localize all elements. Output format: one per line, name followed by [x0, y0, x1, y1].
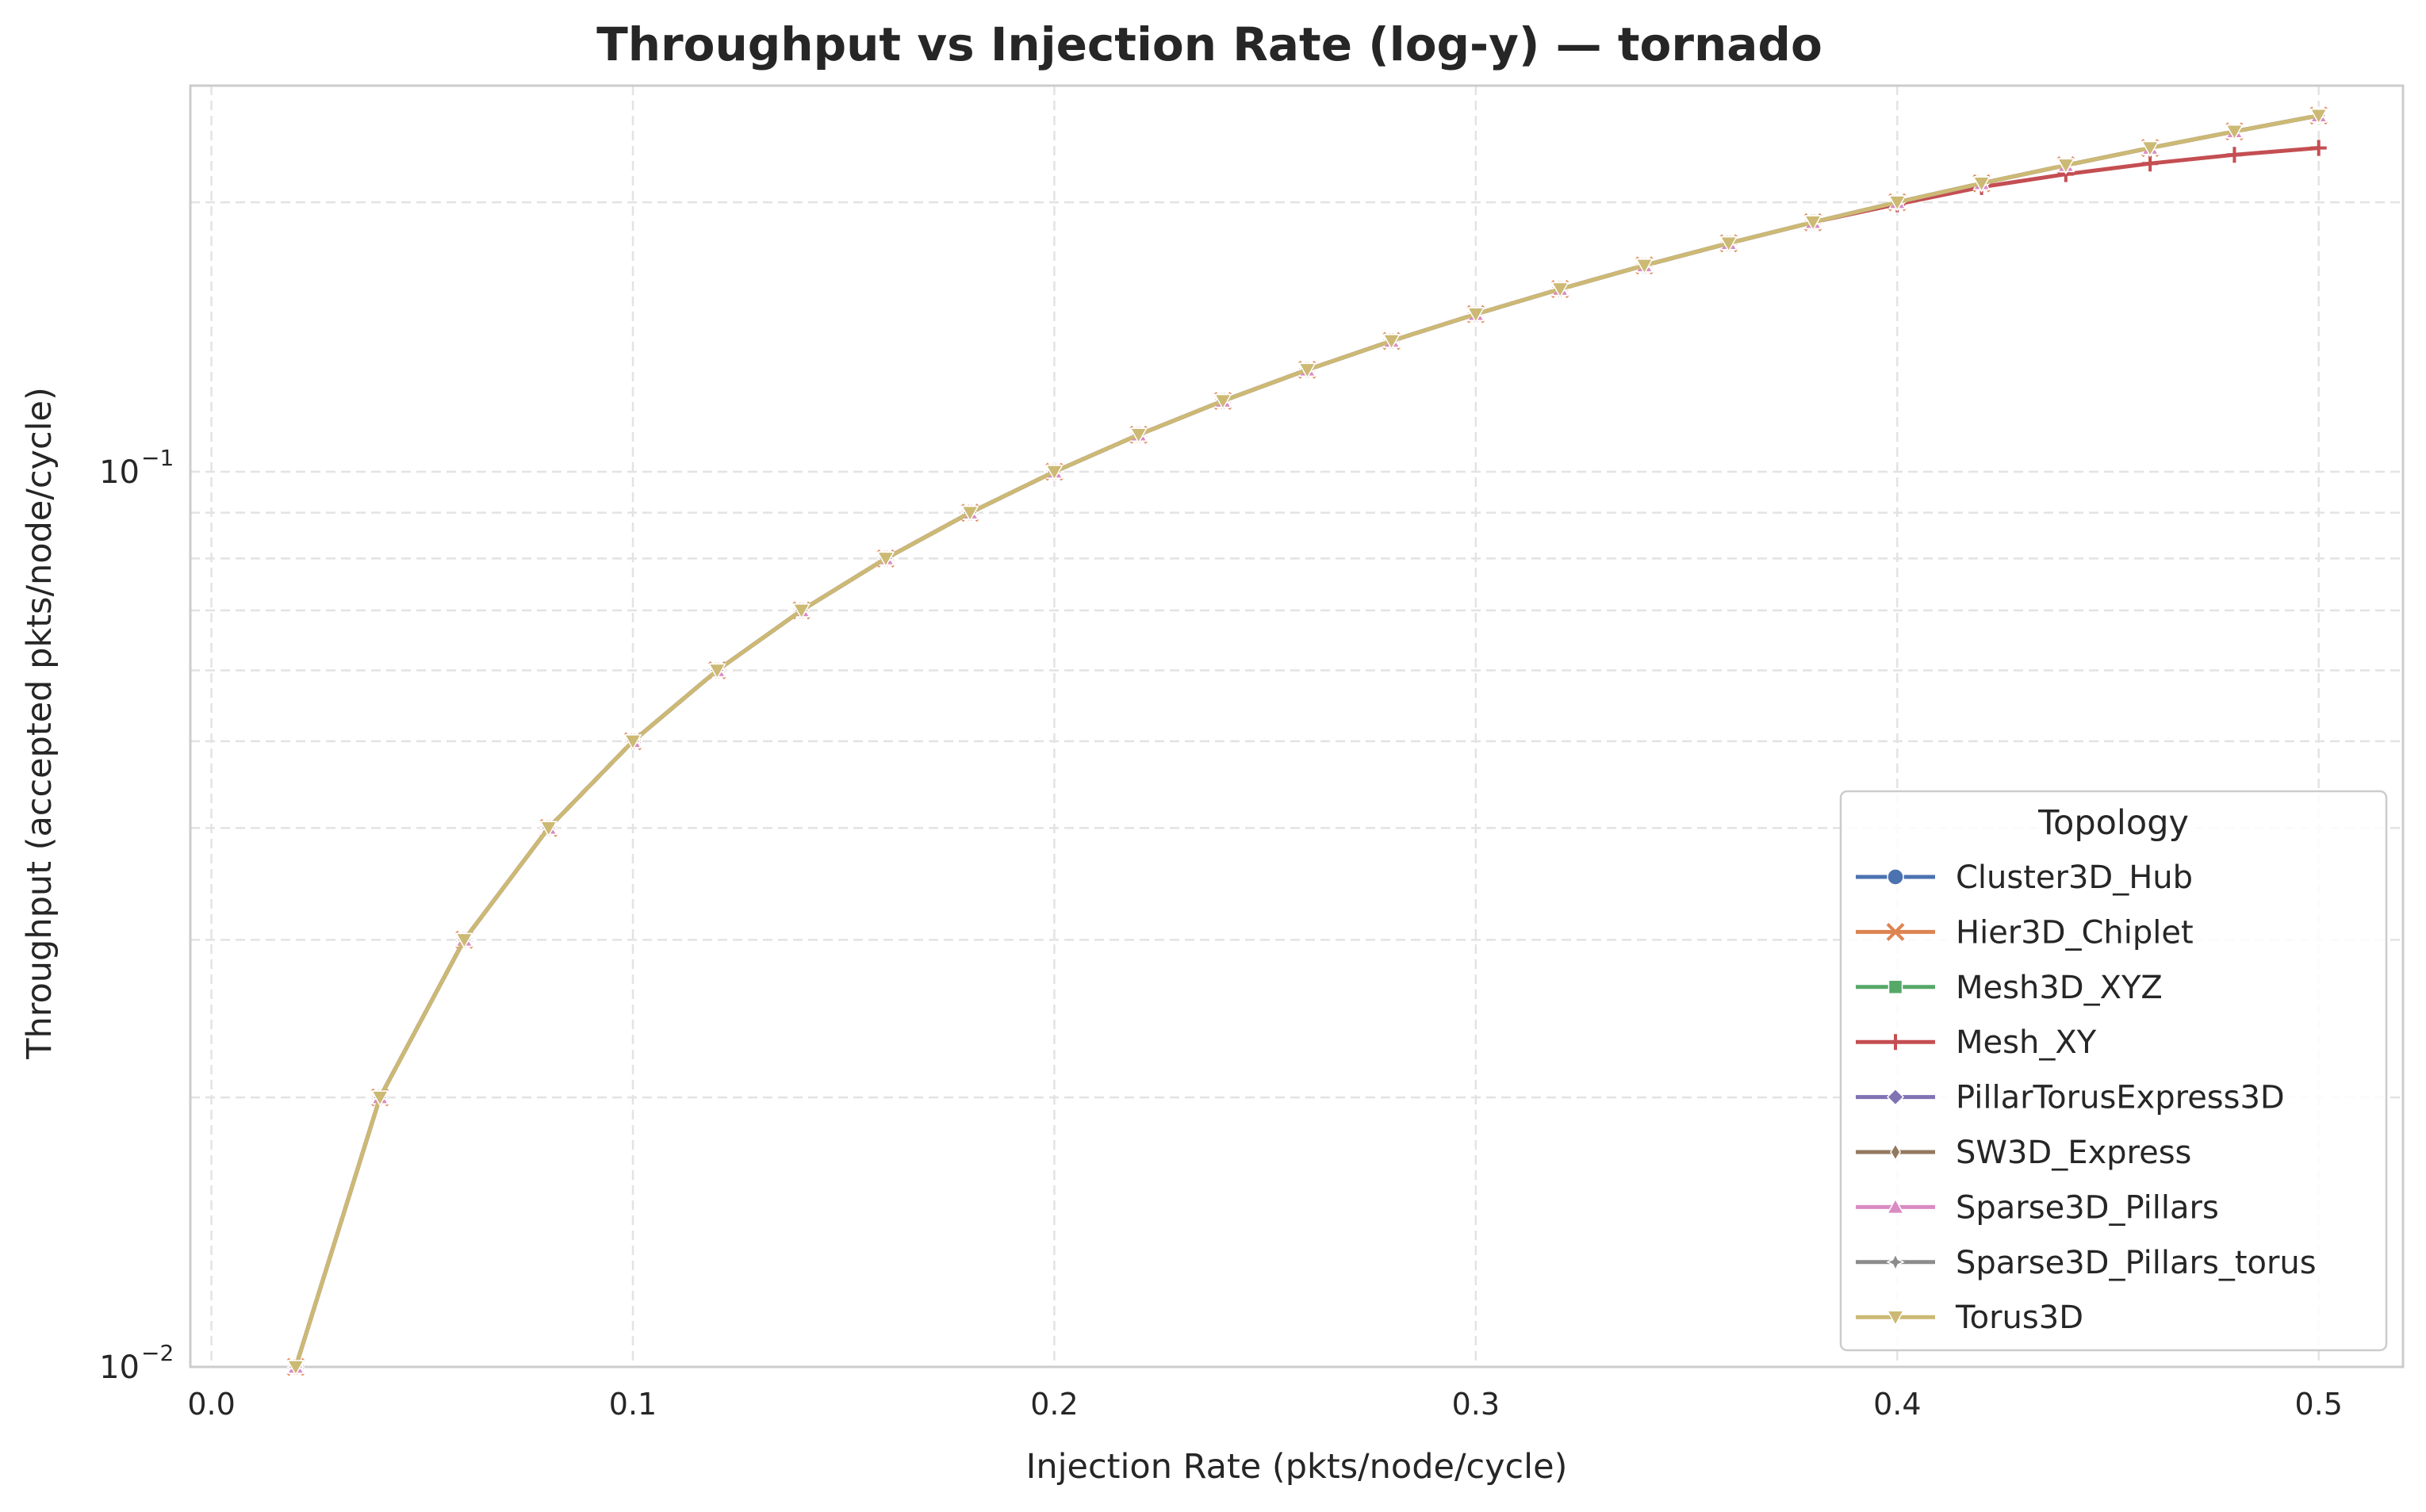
series-torus3d	[286, 108, 2328, 1376]
x-tick-label: 0.0	[187, 1387, 235, 1422]
data-point	[792, 603, 811, 620]
y-tick-label: 10	[99, 1349, 140, 1386]
data-point	[1803, 215, 1822, 232]
legend-label: Sparse3D_Pillars_torus	[1956, 1245, 2317, 1281]
legend-item: Torus3D	[1856, 1300, 2083, 1336]
data-point	[2309, 108, 2328, 125]
chart-title: Throughput vs Injection Rate (log-y) — t…	[596, 17, 1822, 71]
x-axis-label: Injection Rate (pkts/node/cycle)	[1026, 1447, 1568, 1487]
legend-label: Mesh_XY	[1956, 1024, 2097, 1061]
data-point	[2142, 155, 2159, 172]
data-point	[2226, 147, 2243, 163]
legend: Topology Cluster3D_Hub Hier3D_Chiplet Mesh…	[1839, 790, 2388, 1352]
data-point	[370, 1090, 389, 1107]
legend-item: PillarTorusExpress3D	[1856, 1080, 2285, 1116]
data-point	[1719, 236, 1738, 253]
legend-title: Topology	[2037, 803, 2189, 843]
legend-item: Sparse3D_Pillars	[1856, 1189, 2219, 1226]
legend-label: Hier3D_Chiplet	[1956, 914, 2194, 951]
x-axis-ticks: 0.0 0.1 0.2 0.3 0.4 0.5	[187, 1387, 2343, 1422]
legend-marker	[1886, 1088, 1905, 1106]
data-point	[2140, 140, 2160, 158]
data-point	[1382, 334, 1401, 350]
data-point	[960, 505, 979, 523]
legend-marker	[1886, 1253, 1905, 1272]
legend-box	[1839, 790, 2388, 1352]
legend-marker	[1890, 1143, 1901, 1162]
legend-item: Mesh3D_XYZ	[1856, 970, 2163, 1006]
y-axis-label: Throughput (accepted pkts/node/cycle)	[20, 387, 59, 1060]
data-point	[286, 1360, 305, 1376]
data-point	[1213, 393, 1232, 411]
legend-marker	[1886, 1310, 1905, 1326]
data-point	[1045, 465, 1064, 481]
data-point	[1550, 281, 1569, 299]
data-point	[1635, 258, 1654, 275]
legend-item: Sparse3D_Pillars_torus	[1856, 1245, 2317, 1281]
y-tick-label: 10	[99, 454, 140, 491]
data-point	[539, 821, 558, 837]
legend-items: Cluster3D_Hub Hier3D_Chiplet Mesh3D_XYZ Mes…	[1856, 859, 2317, 1336]
x-tick-label: 0.1	[609, 1387, 657, 1422]
legend-item: SW3D_Express	[1856, 1135, 2191, 1171]
data-point	[1298, 362, 1316, 379]
legend-marker	[1888, 1034, 1903, 1051]
data-point	[1466, 307, 1485, 323]
data-point	[1972, 176, 1991, 193]
legend-marker	[1887, 868, 1904, 886]
x-tick-label: 0.2	[1030, 1387, 1078, 1422]
y-axis-ticks: 10−210−1	[99, 445, 174, 1386]
legend-label: Sparse3D_Pillars	[1956, 1189, 2219, 1226]
legend-item: Cluster3D_Hub	[1856, 859, 2193, 896]
legend-marker	[1886, 922, 1905, 941]
legend-label: Torus3D	[1955, 1300, 2083, 1336]
legend-marker	[1888, 979, 1903, 995]
plot-frame	[189, 84, 2405, 1368]
legend-label: Cluster3D_Hub	[1956, 859, 2193, 896]
x-tick-label: 0.3	[1452, 1387, 1500, 1422]
legend-label: Mesh3D_XYZ	[1956, 970, 2163, 1006]
legend-label: PillarTorusExpress3D	[1956, 1080, 2285, 1116]
x-tick-label: 0.5	[2294, 1387, 2342, 1422]
grid-layer	[190, 86, 2403, 1368]
data-point	[1888, 195, 1907, 212]
legend-label: SW3D_Express	[1956, 1135, 2191, 1171]
data-point	[2310, 140, 2327, 156]
y-tick-exponent: −2	[141, 1340, 174, 1366]
series-layer	[286, 105, 2328, 1376]
legend-item: Mesh_XY	[1856, 1024, 2097, 1061]
legend-item: Hier3D_Chiplet	[1856, 914, 2194, 951]
legend-marker	[1886, 1197, 1905, 1215]
y-tick-exponent: −1	[141, 445, 174, 471]
data-point	[876, 551, 895, 568]
x-tick-label: 0.4	[1873, 1387, 1921, 1422]
data-point	[2225, 124, 2244, 141]
data-point	[623, 734, 642, 751]
data-point	[1129, 427, 1148, 444]
data-point	[708, 663, 726, 680]
data-point	[455, 932, 473, 949]
data-point	[2056, 158, 2075, 174]
